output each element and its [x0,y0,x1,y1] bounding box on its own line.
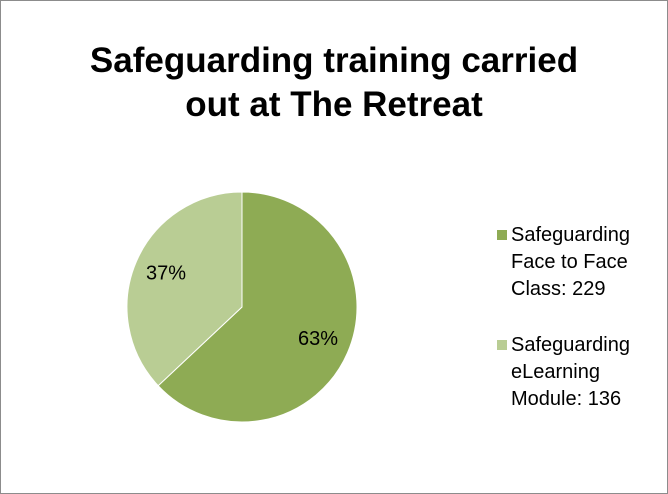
pie-slice [126,191,243,387]
legend-label: Safeguarding eLearning Module: 136 [511,334,630,410]
pie-slice [157,191,358,423]
legend-entry: Safeguarding eLearning Module: 136 [497,332,651,413]
data-label: 63% [298,328,338,350]
chart-title: Safeguarding training carried out at The… [89,41,579,124]
legend-swatch [497,230,507,240]
legend-swatch [497,340,507,350]
legend-label: Safeguarding Face to Face Class: 229 [511,224,630,300]
data-label: 37% [146,262,186,284]
legend-entry: Safeguarding Face to Face Class: 229 [497,222,651,303]
